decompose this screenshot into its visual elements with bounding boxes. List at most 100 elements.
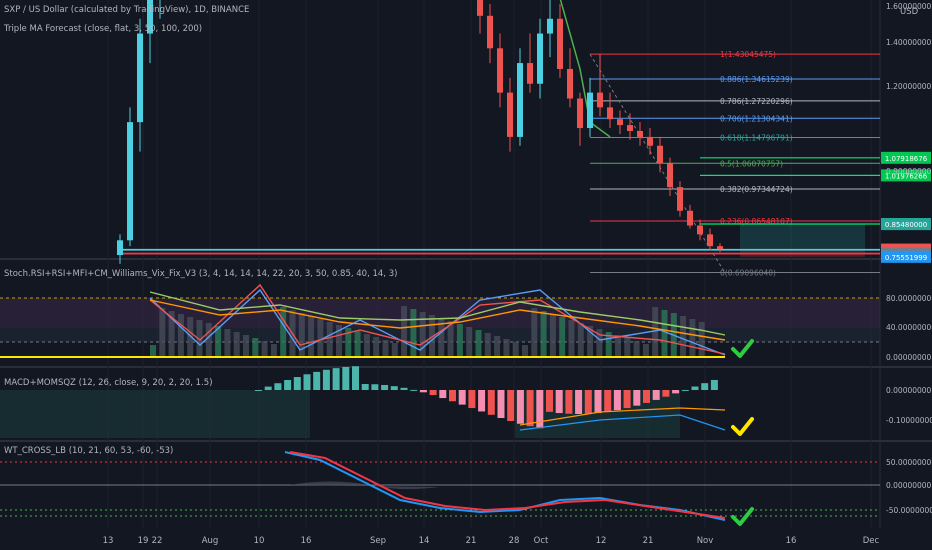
- check-mark-green-icon: [731, 507, 754, 526]
- vix-bar: [419, 312, 426, 357]
- price-tag-label: 0.75551999: [885, 254, 927, 262]
- macd-histogram-bar: [478, 390, 486, 412]
- currency-label: USD: [900, 7, 919, 17]
- x-tick-label: 21: [643, 536, 654, 546]
- x-tick-label: Oct: [534, 536, 549, 546]
- fib-level-label: 0(0.69096040): [720, 268, 776, 277]
- macd-histogram-bar: [623, 390, 631, 409]
- vix-bar: [187, 317, 194, 357]
- fib-level-label: 0.786(1.27220296): [720, 97, 793, 106]
- vix-bar: [689, 319, 696, 357]
- macd-histogram-bar: [652, 390, 660, 400]
- vix-bar: [382, 340, 389, 357]
- vix-bar: [252, 338, 259, 357]
- price-tag: [881, 250, 931, 263]
- macd-pane[interactable]: [0, 366, 754, 438]
- macd-histogram-bar: [546, 390, 553, 412]
- candle-body: [147, 0, 153, 34]
- macd-histogram-bar: [633, 390, 641, 406]
- y-tick-label: -50.00000000: [886, 506, 932, 515]
- candle-body: [577, 98, 583, 129]
- ma-indicator-title: Triple MA Forecast (close, flat, 3, 50, …: [3, 24, 202, 34]
- x-tick-label: 16: [301, 536, 312, 546]
- candle-body: [557, 18, 563, 69]
- candle-body: [687, 210, 693, 226]
- wt2-line: [289, 451, 726, 519]
- macd-line: [519, 414, 726, 431]
- price-tag: [881, 151, 931, 164]
- candle-body: [537, 33, 543, 84]
- squeeze-zone: [0, 390, 310, 438]
- x-tick-label: 12: [596, 536, 607, 546]
- macd-histogram-bar: [662, 390, 670, 397]
- macd-histogram-bar: [701, 383, 709, 390]
- vix-bar: [652, 307, 659, 357]
- vix-bar: [661, 310, 668, 357]
- macd-histogram-bar: [487, 390, 495, 415]
- vix-bar: [326, 322, 333, 357]
- check-mark-green-icon: [731, 339, 754, 358]
- candle-body: [607, 107, 613, 120]
- price-tag: [881, 169, 931, 182]
- candle-body: [477, 0, 483, 16]
- macd-histogram-bar: [449, 390, 456, 402]
- vix-bar: [270, 344, 277, 357]
- macd-histogram-bar: [352, 366, 359, 390]
- candle-body: [527, 63, 533, 84]
- vix-bar: [177, 314, 184, 357]
- vix-bar: [363, 334, 370, 357]
- macd-histogram-bar: [458, 390, 466, 405]
- stoch-rsi-pane[interactable]: [0, 283, 880, 358]
- wt-histogram: [290, 481, 440, 490]
- vix-bar: [317, 319, 324, 357]
- macd-histogram-bar: [303, 374, 311, 390]
- macd-histogram-bar: [507, 390, 515, 422]
- candle-body: [637, 131, 643, 137]
- macd-histogram-bar: [584, 390, 592, 414]
- y-tick-label: 40.00000000: [886, 323, 932, 332]
- price-tag: [881, 218, 931, 231]
- vix-bar: [624, 338, 631, 357]
- fib-level-label: 0.236(0.86548107): [720, 217, 793, 226]
- macd-histogram-bar: [613, 390, 621, 411]
- y-tick-label: 1.20000000: [886, 82, 932, 91]
- x-tick-label: 10: [254, 536, 265, 546]
- x-tick-label: 21: [466, 536, 477, 546]
- symbol-title: SXP / US Dollar (calculated by TradingVi…: [4, 5, 249, 15]
- fib-level-label: 0.5(1.06070757): [720, 159, 783, 168]
- vix-bar: [494, 336, 501, 357]
- fib-level-label: 0.706(1.21304341): [720, 114, 793, 123]
- vix-bar: [615, 335, 621, 357]
- price-pane[interactable]: 1(1.43045475) 0.886(1.34615239) 0.786(1.27…: [117, 0, 931, 277]
- macd-histogram-bar: [264, 386, 272, 390]
- vix-bar: [150, 345, 156, 357]
- vix-bar: [205, 323, 212, 357]
- macd-histogram-bar: [575, 390, 583, 414]
- macd-histogram-bar: [536, 390, 544, 429]
- candle-body: [547, 18, 553, 34]
- vix-bar: [373, 337, 380, 357]
- macd-histogram-bar: [400, 387, 408, 390]
- vix-bar: [429, 315, 435, 357]
- vix-bar: [466, 327, 473, 357]
- vix-bar: [354, 331, 361, 357]
- candle-body: [117, 240, 123, 256]
- vix-bar: [587, 326, 594, 357]
- mfi-line: [149, 299, 726, 341]
- vix-bar: [531, 308, 538, 357]
- stoch-d-line: [149, 283, 726, 355]
- vix-bar: [549, 314, 556, 357]
- candle-body: [707, 234, 713, 247]
- vix-bar: [233, 332, 240, 357]
- y-tick-label: 0.00000000: [886, 353, 932, 362]
- price-tag-label: 1.07918676: [885, 155, 928, 163]
- macd-histogram-bar: [468, 390, 476, 409]
- vix-bar: [698, 322, 705, 357]
- vix-bar: [633, 341, 640, 357]
- vix-bar: [503, 339, 510, 357]
- y-tick-label: 80.00000000: [886, 294, 932, 303]
- y-tick-label: 0.90000000: [886, 167, 932, 176]
- vix-bar: [224, 329, 231, 357]
- wt-cross-pane[interactable]: [0, 451, 880, 526]
